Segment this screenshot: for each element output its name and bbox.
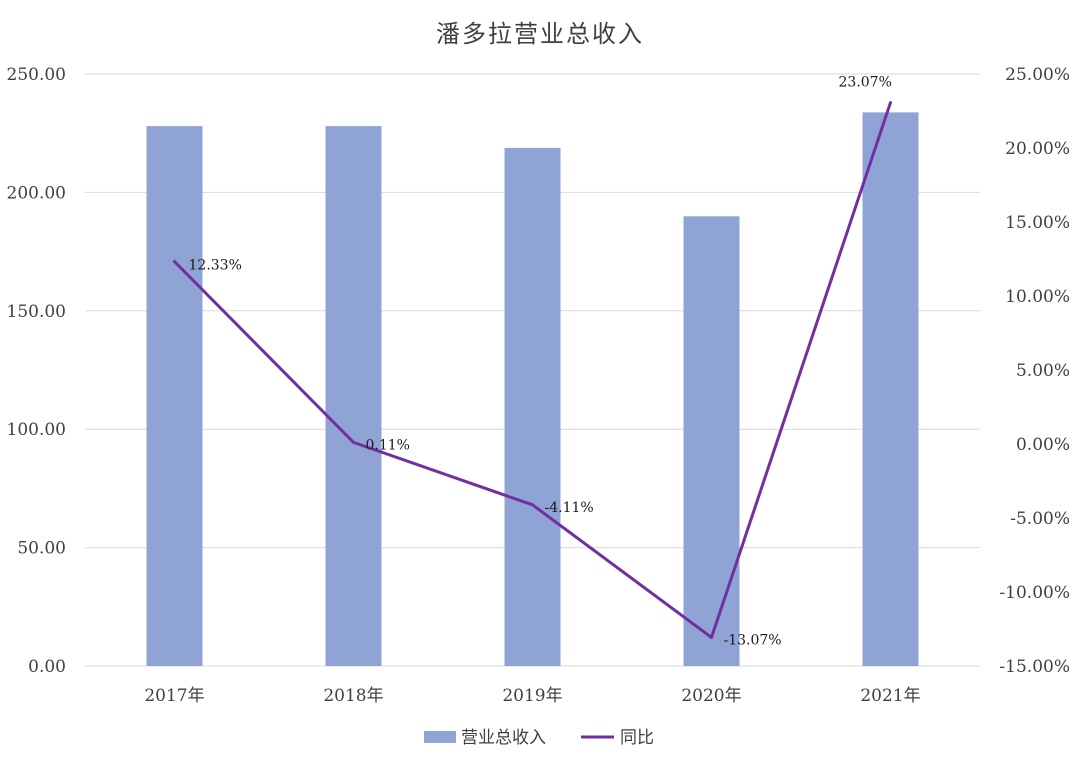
line-point [710, 635, 713, 639]
right-tick-label: -15.00% [999, 657, 1070, 677]
line-point [352, 440, 355, 444]
right-tick-label: 0.00% [1016, 435, 1070, 455]
right-tick-label: -10.00% [999, 583, 1070, 603]
category-label: 2020年 [681, 686, 741, 706]
right-tick-label: 15.00% [1005, 213, 1070, 233]
legend-label-line: 同比 [620, 728, 654, 748]
bar [325, 126, 382, 666]
line-point [531, 503, 534, 507]
bar [683, 216, 740, 666]
line-data-label: 12.33% [189, 258, 242, 274]
chart-title: 潘多拉营业总收入 [436, 20, 644, 48]
legend: 营业总收入 同比 [424, 728, 654, 748]
line-point [173, 260, 176, 264]
left-tick-label: 0.00 [28, 657, 66, 677]
category-label: 2017年 [144, 686, 204, 706]
line-data-label: 0.11% [366, 437, 410, 453]
legend-label-bar: 营业总收入 [461, 728, 546, 748]
right-axis-ticks: -15.00% -10.00% -5.00% 0.00% 5.00% 10.00% 15.0… [999, 65, 1070, 677]
line-point [889, 101, 892, 105]
bar-series [146, 112, 919, 667]
right-tick-label: 20.00% [1005, 139, 1070, 159]
line-data-label: 23.07% [839, 75, 892, 91]
left-tick-label: 100.00 [7, 420, 66, 440]
right-tick-label: 5.00% [1016, 361, 1070, 381]
line-data-label: -13.07% [724, 632, 782, 648]
left-tick-label: 250.00 [7, 65, 66, 85]
bar [146, 126, 203, 666]
bar [504, 147, 561, 667]
right-tick-label: 10.00% [1005, 287, 1070, 307]
line-data-label: -4.11% [545, 500, 594, 516]
left-tick-label: 50.00 [17, 539, 66, 559]
bar [862, 112, 919, 667]
right-tick-label: -5.00% [1010, 509, 1070, 529]
left-tick-label: 150.00 [7, 302, 66, 322]
category-label: 2018年 [323, 686, 383, 706]
left-tick-label: 200.00 [7, 183, 66, 203]
legend-swatch-bar [424, 731, 456, 743]
category-label: 2021年 [860, 686, 920, 706]
category-label: 2019年 [502, 686, 562, 706]
category-labels: 2017年 2018年 2019年 2020年 2021年 [144, 686, 920, 706]
line-data-labels: 12.33% 0.11% -4.11% -13.07% 23.07% [189, 75, 892, 649]
left-axis-ticks: 0.00 50.00 100.00 150.00 200.00 250.00 [7, 65, 66, 677]
line-series [173, 101, 892, 639]
right-tick-label: 25.00% [1005, 65, 1070, 85]
